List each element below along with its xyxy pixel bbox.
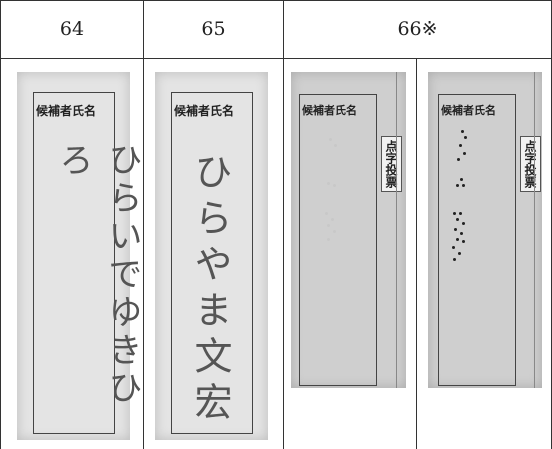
braille-dot <box>459 212 462 215</box>
side-label: 点字投票 <box>381 136 402 192</box>
braille-dot <box>453 258 456 261</box>
braille-dot <box>327 224 330 227</box>
braille-dot <box>453 212 456 215</box>
ballot-frame <box>438 94 516 386</box>
braille-dot <box>461 130 464 133</box>
ballot-frame <box>171 92 253 434</box>
braille-dot <box>329 138 332 141</box>
ballot-image: 候補者氏名 点字投票 <box>291 72 406 388</box>
braille-dot <box>327 238 330 241</box>
border <box>143 0 144 449</box>
braille-dot <box>452 246 455 249</box>
handwriting: ひらやま文宏 <box>188 152 232 428</box>
braille-dot <box>457 158 460 161</box>
braille-dot <box>327 182 330 185</box>
header-cell: 65 <box>201 18 226 40</box>
side-label: 点字投票 <box>520 136 541 192</box>
braille-dot <box>459 144 462 147</box>
fold-line <box>396 72 397 388</box>
border <box>0 58 552 59</box>
braille-dot <box>325 212 328 215</box>
ballot-heading: 候補者氏名 <box>174 104 235 118</box>
border <box>0 0 1 449</box>
header-cell: 64 <box>59 18 85 40</box>
braille-dot <box>333 230 336 233</box>
braille-dot <box>456 184 459 187</box>
braille-dot <box>462 184 465 187</box>
braille-dot <box>462 240 465 243</box>
border <box>283 0 284 449</box>
border <box>416 59 417 449</box>
ballot-heading: 候補者氏名 <box>302 104 357 117</box>
header-cell: 66※ <box>397 18 438 40</box>
ballot-frame <box>299 94 377 386</box>
braille-dot <box>456 238 459 241</box>
braille-dot <box>454 228 457 231</box>
braille-dot <box>458 252 461 255</box>
braille-dot <box>333 184 336 187</box>
border <box>0 0 552 1</box>
braille-dot <box>460 178 463 181</box>
ballot-image: 候補者氏名 ひらやま文宏 <box>155 72 268 440</box>
ballot-frame <box>33 92 115 434</box>
handwriting: ひらいでゆきひろ <box>53 142 142 408</box>
ballot-heading: 候補者氏名 <box>36 104 97 118</box>
ballot-image: 候補者氏名 ひらいでゆきひろ <box>17 72 142 440</box>
braille-dot <box>462 222 465 225</box>
braille-dot <box>331 218 334 221</box>
ballot-image: 候補者氏名 点字投票 <box>428 72 542 388</box>
braille-dot <box>460 232 463 235</box>
fold-line <box>534 72 535 388</box>
braille-dot <box>456 218 459 221</box>
braille-dot <box>334 144 337 147</box>
braille-dot <box>463 152 466 155</box>
braille-dot <box>464 136 467 139</box>
ballot-heading: 候補者氏名 <box>441 104 496 117</box>
